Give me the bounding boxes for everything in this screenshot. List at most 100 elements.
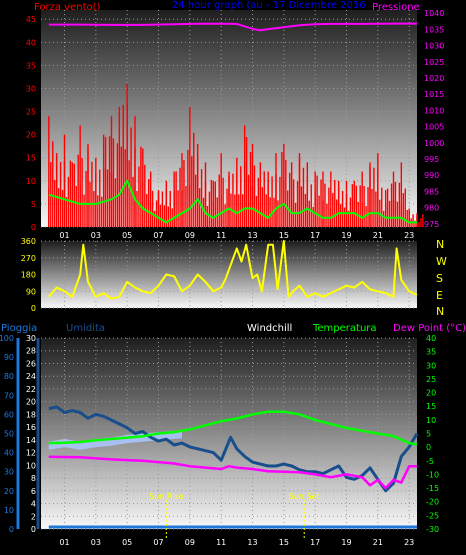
- humidity-axis-tick: 6: [31, 487, 36, 496]
- temperature-axis-tick: 15: [426, 402, 436, 411]
- hour-tick-label: 09: [185, 231, 195, 240]
- temperature-axis-tick: 10: [426, 416, 436, 425]
- rain-axis-tick: 20: [4, 487, 14, 496]
- wind-average-line: [48, 179, 417, 224]
- direction-axis-tick: 360: [21, 237, 36, 246]
- temperature-label: Temperatura: [312, 323, 377, 334]
- humidity-axis-tick: 26: [26, 359, 36, 368]
- humidity-axis-tick: 0: [31, 525, 36, 534]
- dewpoint-label: Dew Point (°C): [393, 323, 466, 334]
- rain-axis-tick: 50: [4, 430, 14, 439]
- humidity-axis-tick: 4: [31, 500, 36, 509]
- wind-axis-tick: 25: [26, 108, 36, 117]
- wind-axis-tick: 35: [26, 61, 36, 70]
- temperature-axis-tick: 40: [426, 334, 436, 343]
- humidity-axis-tick: 28: [26, 347, 36, 356]
- humidity-axis-tick: 20: [26, 398, 36, 407]
- pressure-axis-tick: 1010: [424, 106, 444, 115]
- temperature-axis-tick: 25: [426, 375, 436, 384]
- direction-axis-tick: 270: [21, 254, 36, 263]
- temperature-axis-tick: 20: [426, 389, 436, 398]
- temperature-axis-tick: -25: [426, 511, 439, 520]
- humidity-axis-tick: 24: [26, 372, 36, 381]
- hour-tick-label: 13: [247, 231, 257, 240]
- rain-axis-tick: 30: [4, 468, 14, 477]
- temperature-axis-tick: 35: [426, 348, 436, 357]
- humidity-axis-tick: 22: [26, 385, 36, 394]
- hour-tick-label: 17: [310, 231, 320, 240]
- humidity-label: Umidita: [66, 323, 105, 334]
- series-layer: [48, 22, 424, 529]
- wind-axis-tick: 45: [26, 15, 36, 24]
- wind-axis-tick: 0: [31, 223, 36, 232]
- pressure-axis-tick: 980: [424, 204, 439, 213]
- hour-tick-label: 01: [59, 538, 69, 547]
- temperature-axis-tick: 5: [426, 430, 431, 439]
- hour-tick-label: 19: [341, 538, 351, 547]
- rain-axis-tick: 70: [4, 391, 14, 400]
- humidity-axis-tick: 2: [31, 512, 36, 521]
- direction-axis-tick: 0: [31, 304, 36, 313]
- pressure-axis-tick: 1015: [424, 90, 444, 99]
- temperature-axis-tick: -30: [426, 525, 439, 534]
- wind-gust-series: [48, 83, 424, 227]
- pressure-axis-tick: 1030: [424, 42, 444, 51]
- pressure-axis-tick: 995: [424, 155, 439, 164]
- hour-tick-label: 11: [216, 231, 226, 240]
- sunset-label: Sun Set: [289, 492, 320, 501]
- pressure-axis-tick: 990: [424, 171, 439, 180]
- humidity-axis-tick: 30: [26, 334, 36, 343]
- temperature-axis-tick: -20: [426, 498, 439, 507]
- pressure-axis-tick: 1000: [424, 139, 444, 148]
- pressure-axis-tick: 975: [424, 220, 439, 229]
- hour-tick-label: 03: [91, 231, 101, 240]
- wind-axis-tick: 15: [26, 154, 36, 163]
- compass-w: W: [436, 255, 447, 268]
- pressure-axis-tick: 1020: [424, 74, 444, 83]
- hour-tick-label: 21: [373, 538, 383, 547]
- rain-axis-tick: 0: [9, 525, 14, 534]
- hour-tick-label: 15: [279, 231, 289, 240]
- temperature-axis-tick: -10: [426, 470, 439, 479]
- rain-label: Pioggia: [1, 323, 37, 334]
- rain-axis-tick: 80: [4, 372, 14, 381]
- humidity-axis-tick: 18: [26, 410, 36, 419]
- wind-axis-tick: 40: [26, 38, 36, 47]
- hour-tick-label: 15: [279, 538, 289, 547]
- compass-n-top: N: [436, 238, 444, 251]
- pressure-axis-tick: 985: [424, 187, 439, 196]
- hour-tick-label: 19: [341, 231, 351, 240]
- hour-tick-label: 07: [153, 538, 163, 547]
- rain-axis-tick: 60: [4, 410, 14, 419]
- compass-e: E: [436, 289, 443, 302]
- wind-direction-line: [48, 240, 418, 300]
- rain-axis-tick: 90: [4, 353, 14, 362]
- humidity-line: [48, 405, 419, 493]
- compass-n-bottom: N: [436, 305, 444, 318]
- hour-tick-label: 01: [59, 231, 69, 240]
- pressure-axis-tick: 1040: [424, 9, 444, 18]
- chart-title: 24 hour graph (au - 17 Dicembre 2016: [172, 0, 366, 11]
- dewpoint-line: [48, 455, 417, 490]
- temperature-axis-tick: -15: [426, 484, 439, 493]
- humidity-axis-tick: 14: [26, 436, 36, 445]
- wind-axis-tick: 10: [26, 177, 36, 186]
- pressure-line: [48, 22, 417, 32]
- hour-tick-label: 03: [91, 538, 101, 547]
- temperature-axis-tick: 0: [426, 443, 431, 452]
- hour-tick-label: 07: [153, 231, 163, 240]
- pressure-label: Pressione: [372, 2, 420, 13]
- compass-s: S: [436, 272, 443, 285]
- humidity-axis-tick: 16: [26, 423, 36, 432]
- temperature-axis-tick: 30: [426, 361, 436, 370]
- pressure-axis-tick: 1025: [424, 58, 444, 67]
- pressure-axis-tick: 1035: [424, 25, 444, 34]
- temperature-axis-tick: -5: [426, 457, 434, 466]
- humidity-axis-tick: 8: [31, 474, 36, 483]
- hour-tick-label: 21: [373, 231, 383, 240]
- wind-strength-label: Forza vento(): [34, 2, 101, 13]
- wind-axis-tick: 30: [26, 84, 36, 93]
- hour-tick-label: 11: [216, 538, 226, 547]
